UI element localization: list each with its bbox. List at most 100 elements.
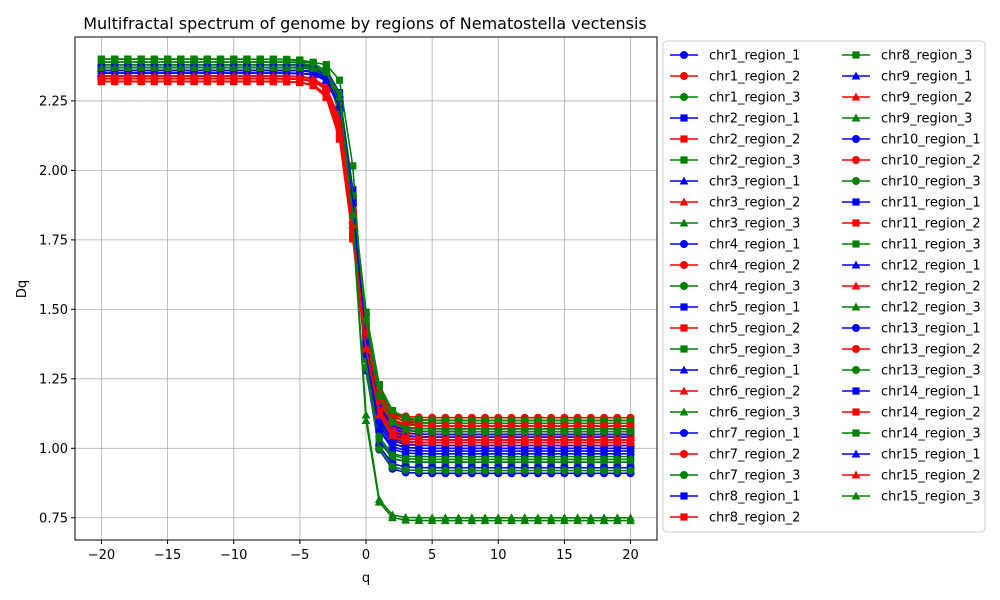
data-point <box>600 455 609 464</box>
data-point <box>374 424 384 433</box>
data-point <box>124 77 132 86</box>
y-axis: 0.75 1.00 1.25 1.50 1.75 2.00 2.25 <box>39 94 75 526</box>
data-point <box>136 63 146 72</box>
legend-item: chr8_region_3 <box>842 49 972 64</box>
data-point <box>534 416 542 425</box>
data-point <box>243 77 251 86</box>
data-point <box>520 513 530 522</box>
data-point <box>388 451 397 460</box>
data-point <box>216 77 225 86</box>
data-point <box>454 513 463 522</box>
data-point <box>533 466 542 475</box>
data-point <box>269 55 278 63</box>
legend-marker <box>680 303 688 311</box>
data-point <box>110 71 120 80</box>
legend-label: chr8_region_2 <box>709 511 800 526</box>
y-tick-label: 1.75 <box>39 233 68 248</box>
legend-marker <box>680 429 688 437</box>
data-point <box>335 100 344 109</box>
data-point <box>361 410 371 419</box>
legend-marker <box>679 386 689 395</box>
data-point <box>388 437 397 445</box>
legend-item: chr8_region_1 <box>670 490 800 505</box>
data-point <box>599 446 609 455</box>
legend-label: chr10_region_3 <box>881 175 981 190</box>
legend-item: chr1_region_3 <box>670 91 800 106</box>
x-tick-label: 0 <box>362 548 370 563</box>
legend-marker <box>852 198 860 206</box>
legend-marker <box>852 345 860 353</box>
data-point <box>612 438 622 447</box>
data-point <box>149 71 159 80</box>
data-point <box>480 438 490 447</box>
data-point <box>560 466 569 475</box>
data-point <box>494 428 502 436</box>
data-point <box>600 428 608 436</box>
legend-label: chr9_region_1 <box>881 70 972 85</box>
legend-marker <box>851 302 861 311</box>
data-point <box>283 78 291 86</box>
legend-item: chr14_region_2 <box>842 406 981 421</box>
data-point <box>626 455 635 464</box>
legend-marker <box>852 429 860 437</box>
legend-marker <box>680 51 688 59</box>
legend-label: chr15_region_1 <box>881 448 981 463</box>
grid-lines <box>75 37 657 540</box>
data-point <box>613 466 622 475</box>
data-point <box>493 513 503 522</box>
data-point <box>149 63 159 72</box>
data-point <box>560 438 569 447</box>
data-point <box>150 55 158 63</box>
data-point <box>428 466 437 475</box>
data-point <box>454 466 463 475</box>
data-point <box>415 416 423 424</box>
legend-marker <box>851 491 861 500</box>
legend-marker <box>679 365 689 374</box>
data-point <box>401 454 410 463</box>
data-point <box>177 55 185 63</box>
legend-label: chr10_region_2 <box>881 154 981 169</box>
legend-item: chr11_region_2 <box>842 217 981 232</box>
data-point <box>507 428 516 436</box>
data-point <box>467 466 476 475</box>
legend-marker <box>680 324 688 332</box>
data-point <box>494 416 502 425</box>
data-point <box>361 343 371 352</box>
legend-item: chr3_region_1 <box>670 175 800 190</box>
data-point <box>493 438 503 447</box>
data-point <box>440 438 450 447</box>
data-point <box>481 416 489 425</box>
x-tick-label: −5 <box>290 548 309 563</box>
data-point <box>612 446 622 455</box>
data-point <box>283 55 291 64</box>
data-point <box>573 455 582 464</box>
data-point <box>599 513 609 522</box>
data-point <box>441 455 450 464</box>
legend-marker <box>679 176 689 185</box>
legend-item: chr10_region_3 <box>842 175 981 190</box>
data-point <box>402 441 410 449</box>
legend-label: chr9_region_2 <box>881 91 972 106</box>
data-point <box>230 55 238 63</box>
data-point <box>467 513 477 522</box>
data-point <box>111 55 119 63</box>
data-point <box>401 445 411 454</box>
data-point <box>521 416 529 425</box>
legend-item: chr4_region_3 <box>670 280 800 295</box>
series-chr15_region_3 <box>97 63 635 522</box>
data-point <box>414 513 424 522</box>
x-axis: −20 −15 −10 −5 0 5 10 15 20 <box>88 540 639 563</box>
legend-label: chr7_region_2 <box>709 448 800 463</box>
legend-label: chr6_region_3 <box>709 406 800 421</box>
data-point <box>560 455 569 464</box>
data-point <box>388 510 397 519</box>
data-point <box>560 513 569 522</box>
data-point <box>533 455 542 464</box>
data-point <box>388 462 397 471</box>
legend-item: chr7_region_1 <box>670 427 800 442</box>
legend-item: chr2_region_1 <box>670 112 800 127</box>
data-point <box>375 392 383 400</box>
data-point <box>507 416 516 425</box>
legend-item: chr5_region_3 <box>670 343 800 358</box>
legend-marker <box>852 408 860 416</box>
